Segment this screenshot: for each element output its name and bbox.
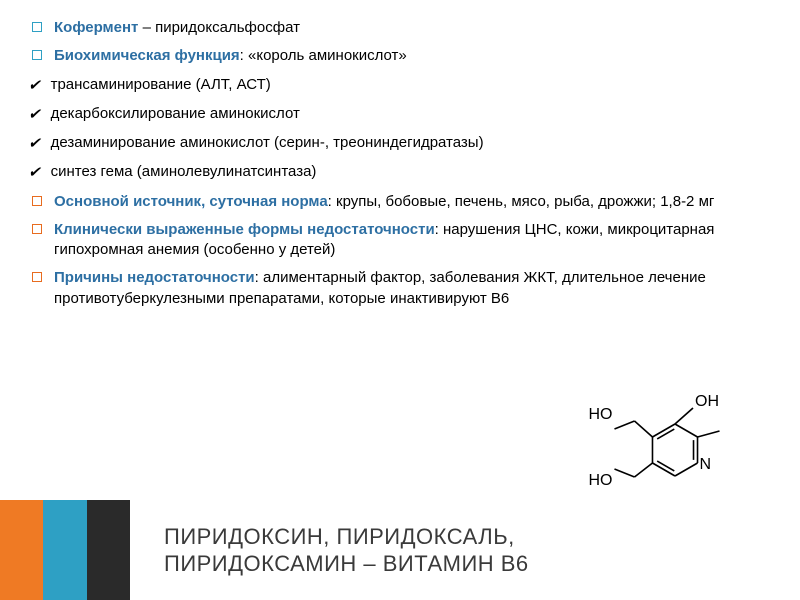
bullet-item: Причины недостаточности: алиментарный фа… <box>28 268 772 309</box>
bullet-label: Биохимическая функция <box>54 47 240 64</box>
bullet-body: : «король аминокислот» <box>240 47 407 64</box>
molecule-structure: N OH HO HO <box>580 378 760 508</box>
square-bullet-icon <box>32 196 42 206</box>
check-bullet-icon: ✔ <box>28 105 41 125</box>
title-line-2: ПИРИДОКСАМИН – ВИТАМИН В6 <box>164 550 800 578</box>
bullet-item: Биохимическая функция: «король аминокисл… <box>28 46 772 66</box>
square-bullet-icon <box>32 50 42 60</box>
square-bullet-icon <box>32 272 42 282</box>
square-bullet-icon <box>32 224 42 234</box>
bullet-body: трансаминирование (АЛТ, АСТ) <box>51 76 271 93</box>
footer-stripes <box>0 500 130 600</box>
bullet-item: Основной источник, суточная норма: крупы… <box>28 192 772 212</box>
bullet-text: трансаминирование (АЛТ, АСТ) <box>51 75 271 95</box>
svg-text:N: N <box>700 456 712 473</box>
bullet-text: дезаминирование аминокислот (серин-, тре… <box>51 133 484 153</box>
bullet-item: ✔ декарбоксилирование аминокислот <box>28 104 772 125</box>
footer-stripe-2 <box>43 500 86 600</box>
bullet-body: декарбоксилирование аминокислот <box>51 105 300 122</box>
title-line-1: ПИРИДОКСИН, ПИРИДОКСАЛЬ, <box>164 523 800 551</box>
svg-text:OH: OH <box>695 393 719 410</box>
svg-text:HO: HO <box>588 472 612 489</box>
bullet-label: Кофермент <box>54 19 138 36</box>
bullet-label: Причины недостаточности <box>54 269 255 286</box>
check-bullet-icon: ✔ <box>28 76 41 96</box>
bullet-text: Биохимическая функция: «король аминокисл… <box>54 46 407 66</box>
bullet-item: Клинически выраженные формы недостаточно… <box>28 220 772 261</box>
bullet-label: Клинически выраженные формы недостаточно… <box>54 221 435 238</box>
footer-stripe-1 <box>0 500 43 600</box>
slide-title: ПИРИДОКСИН, ПИРИДОКСАЛЬ, ПИРИДОКСАМИН – … <box>130 500 800 600</box>
bullet-text: Клинически выраженные формы недостаточно… <box>54 220 772 261</box>
bullet-item: Кофермент – пиридоксальфосфат <box>28 18 772 38</box>
bullet-body: – пиридоксальфосфат <box>138 19 300 36</box>
bullet-item: ✔ синтез гема (аминолевулинатсинтаза) <box>28 162 772 183</box>
slide-content: Кофермент – пиридоксальфосфат Биохимическ… <box>0 0 800 309</box>
bullet-text: синтез гема (аминолевулинатсинтаза) <box>51 162 317 182</box>
bullet-body: : крупы, бобовые, печень, мясо, рыба, др… <box>328 193 715 210</box>
check-bullet-icon: ✔ <box>28 163 41 183</box>
footer: ПИРИДОКСИН, ПИРИДОКСАЛЬ, ПИРИДОКСАМИН – … <box>0 500 800 600</box>
svg-text:HO: HO <box>588 406 612 423</box>
bullet-item: ✔ дезаминирование аминокислот (серин-, тр… <box>28 133 772 154</box>
bullet-text: Основной источник, суточная норма: крупы… <box>54 192 714 212</box>
bullet-item: ✔ трансаминирование (АЛТ, АСТ) <box>28 75 772 96</box>
bullet-label: Основной источник, суточная норма <box>54 193 328 210</box>
check-bullet-icon: ✔ <box>28 134 41 154</box>
bullet-body: дезаминирование аминокислот (серин-, тре… <box>51 134 484 151</box>
square-bullet-icon <box>32 22 42 32</box>
bullet-body: синтез гема (аминолевулинатсинтаза) <box>51 163 317 180</box>
bullet-text: Причины недостаточности: алиментарный фа… <box>54 268 772 309</box>
bullet-text: Кофермент – пиридоксальфосфат <box>54 18 300 38</box>
footer-stripe-3 <box>87 500 130 600</box>
bullet-text: декарбоксилирование аминокислот <box>51 104 300 124</box>
